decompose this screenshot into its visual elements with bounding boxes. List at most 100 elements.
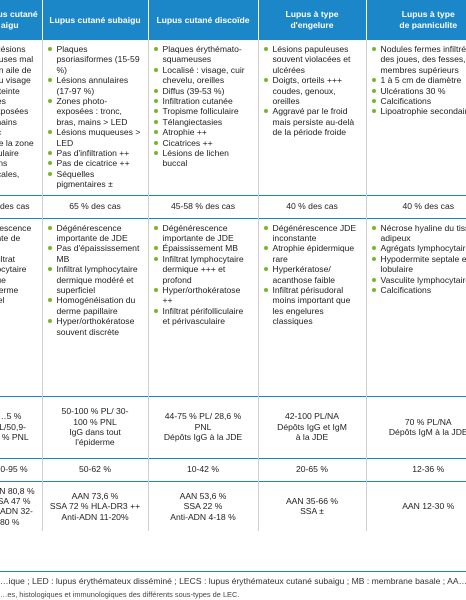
- serology-panniculitis: AAN 12-30 %: [366, 480, 466, 532]
- clinical-acute: … : lésions…teuses mal… en aile de… du v…: [0, 40, 43, 195]
- clinical-subacute: Plaques psoriasiformes (15-59 %) Lésions …: [42, 40, 149, 195]
- list-item: …lvulaire: [0, 148, 19, 159]
- immuno-row: …5 % PL/50,9- … % PNL 50-100 % PL/ 30- 1…: [0, 395, 466, 458]
- list-item: Infiltrat périfolliculaire et périvascul…: [153, 306, 253, 327]
- histology-panniculitis: Nécrose hyaline du tissu adipeux Agrégats…: [366, 217, 466, 396]
- list-item: Plaques psoriasiformes (15-59 %): [47, 44, 143, 75]
- immuno-discoid: 44-75 % PL/ 28,6 % PNL Dépôts IgG à la J…: [148, 395, 259, 458]
- list-item: … de la zone: [0, 137, 34, 148]
- list-item: Pas de cicatrice ++: [47, 158, 143, 168]
- table-caption: …es, histologiques et immunologiques des…: [0, 590, 240, 599]
- list-item: Aggravé par le froid mais persiste au-de…: [263, 106, 361, 137]
- list-item: Séquelles pigmentaires ±: [47, 169, 143, 190]
- list-item: Zones photo-exposées : tronc, bras, main…: [47, 96, 143, 127]
- list-item: Lipoatrophie secondaire: [371, 106, 466, 116]
- list-item: Calcifications: [371, 96, 466, 106]
- list-item: …érescence: [0, 222, 32, 233]
- list-item: Plaques érythémato-squameuses: [153, 44, 253, 65]
- list-item: …teuses mal: [0, 54, 34, 65]
- list-item: Localisé : visage, cuir chevelu, oreille…: [153, 65, 253, 86]
- list-item: Hypodermite septale et lobulaire: [371, 254, 466, 275]
- list-item: Atrophie épidermique rare: [263, 243, 361, 264]
- list-item: Ulcérations 30 %: [371, 86, 466, 96]
- prevalence-subacute: 65 % des cas: [42, 194, 149, 218]
- list-item: Lésions de lichen buccal: [153, 148, 253, 169]
- prevalence-chilblain: 40 % des cas: [258, 194, 367, 218]
- header-acute: Lupus cutané aigu: [0, 0, 43, 40]
- list-item: Hyper/orthokératose ++: [153, 285, 253, 306]
- list-item: … en aile de: [0, 64, 32, 75]
- list-item: Pas d'épaississement MB: [47, 243, 143, 264]
- histology-subacute: Dégénérescence importante de JDE Pas d'ép…: [42, 217, 149, 396]
- clinical-row: … : lésions…teuses mal… en aile de… du v…: [0, 40, 466, 195]
- list-item: …atteinte zones: [0, 85, 20, 107]
- list-item: Cicatrices ++: [153, 138, 253, 148]
- list-item: …hocytaire: [0, 264, 27, 275]
- lec-subtypes-table: Lupus cutané aigu Lupus cutané subaigu L…: [0, 0, 466, 532]
- clinical-discoid: Plaques érythémato-squameuses Localisé : …: [148, 40, 259, 195]
- list-item: Dégénérescence importante de JDE: [47, 223, 143, 244]
- list-item: Pas d'infiltration ++: [47, 148, 143, 158]
- header-discoid: Lupus cutané discoïde: [148, 0, 259, 40]
- header-panniculitis: Lupus à type de panniculite: [366, 0, 466, 40]
- serology-discoid: AAN 53,6 % SSA 22 % Anti-ADN 4-18 %: [148, 480, 259, 532]
- list-item: … mains avec: [0, 116, 17, 137]
- serology-chilblain: AAN 35-66 % SSA ±: [258, 480, 367, 532]
- prevalence-acute: % des cas: [0, 194, 43, 218]
- prevalence-discoid: 45-58 % des cas: [148, 194, 259, 218]
- list-item: Diffus (39-53 %): [153, 86, 253, 96]
- list-item: Lésions papuleuses souvent violacées et …: [263, 44, 361, 75]
- assoc-subacute: 50-62 %: [42, 457, 149, 481]
- list-item: Nodules fermes infiltrés des joues, des …: [371, 44, 466, 75]
- header-row: Lupus cutané aigu Lupus cutané subaigu L…: [0, 0, 466, 40]
- list-item: Atrophie ++: [153, 127, 253, 137]
- list-item: Hyper/orthokératose souvent discrète: [47, 316, 143, 337]
- serology-acute: …AN 80,8 % …SA 47 % …i-ADN 32-80 %: [0, 480, 43, 532]
- list-item: Calcifications: [371, 285, 466, 295]
- list-item: Hyperkératose/ acanthose faible: [263, 264, 361, 285]
- list-item: Télangiectasies: [153, 117, 253, 127]
- list-item: Agrégats lymphocytaires: [371, 243, 466, 253]
- list-item: …ions buccales,: [0, 158, 20, 179]
- abbreviations-footnote: …ique ; LED : lupus érythémateux dissémi…: [0, 571, 466, 587]
- prevalence-panniculitis: 40 % des cas: [366, 194, 466, 218]
- list-item: Lésions annulaires (17-97 %): [47, 75, 143, 96]
- list-item: Homogénéisation du derme papillaire: [47, 295, 143, 316]
- clinical-chilblain: Lésions papuleuses souvent violacées et …: [258, 40, 367, 195]
- list-item: Infiltrat lymphocytaire dermique modéré …: [47, 264, 143, 295]
- list-item: …nfiltrat: [0, 253, 15, 264]
- histology-row: …érescence…ante de JDE …nfiltrat…hocytair…: [0, 217, 466, 396]
- serology-row: …AN 80,8 % …SA 47 % …i-ADN 32-80 % AAN 7…: [0, 480, 466, 532]
- histology-discoid: Dégénérescence importante de JDE Épaissis…: [148, 217, 259, 396]
- immuno-chilblain: 42-100 PL/NA Dépôts IgG et IgM à la JDE: [258, 395, 367, 458]
- assoc-chilblain: 20-65 %: [258, 457, 367, 481]
- list-item: 1 à 5 cm de diamètre: [371, 75, 466, 85]
- list-item: Dégénérescence importante de JDE: [153, 223, 253, 244]
- immuno-subacute: 50-100 % PL/ 30- 100 % PNL IgG dans tout…: [42, 395, 149, 458]
- list-item: Nécrose hyaline du tissu adipeux: [371, 223, 466, 244]
- header-subacute: Lupus cutané subaigu: [42, 0, 149, 40]
- list-item: Tropisme folliculaire: [153, 106, 253, 116]
- list-item: Doigts, orteils +++ coudes, genoux, orei…: [263, 75, 361, 106]
- list-item: …que: [0, 274, 6, 285]
- list-item: … du visage: [0, 75, 31, 86]
- list-item: Lésions muqueuses > LED: [47, 127, 143, 148]
- list-item: … derme: [0, 284, 19, 295]
- list-item: Infiltrat lymphocytaire dermique +++ et …: [153, 254, 253, 285]
- assoc-acute: …0-95 %: [0, 457, 43, 481]
- immuno-acute: …5 % PL/50,9- … % PNL: [0, 395, 43, 458]
- association-row: …0-95 % 50-62 % 10-42 % 20-65 % 12-36 %: [0, 457, 466, 481]
- list-item: …exposées: [0, 106, 29, 117]
- immuno-panniculitis: 70 % PL/NA Dépôts IgM à la JDE: [366, 395, 466, 458]
- serology-subacute: AAN 73,6 % SSA 72 % HLA-DR3 ++ Anti-ADN …: [42, 480, 149, 532]
- list-item: Vasculite lymphocytaire: [371, 275, 466, 285]
- list-item: … : lésions: [0, 44, 26, 54]
- list-item: Épaississement MB: [153, 243, 253, 253]
- assoc-discoid: 10-42 %: [148, 457, 259, 481]
- list-item: Infiltration cutanée: [153, 96, 253, 106]
- list-item: …ante de JDE: [0, 232, 21, 243]
- assoc-panniculitis: 12-36 %: [366, 457, 466, 481]
- list-item: Dégénérescence JDE inconstante: [263, 223, 361, 244]
- list-item: Infiltrat périsudoral moins important qu…: [263, 285, 361, 327]
